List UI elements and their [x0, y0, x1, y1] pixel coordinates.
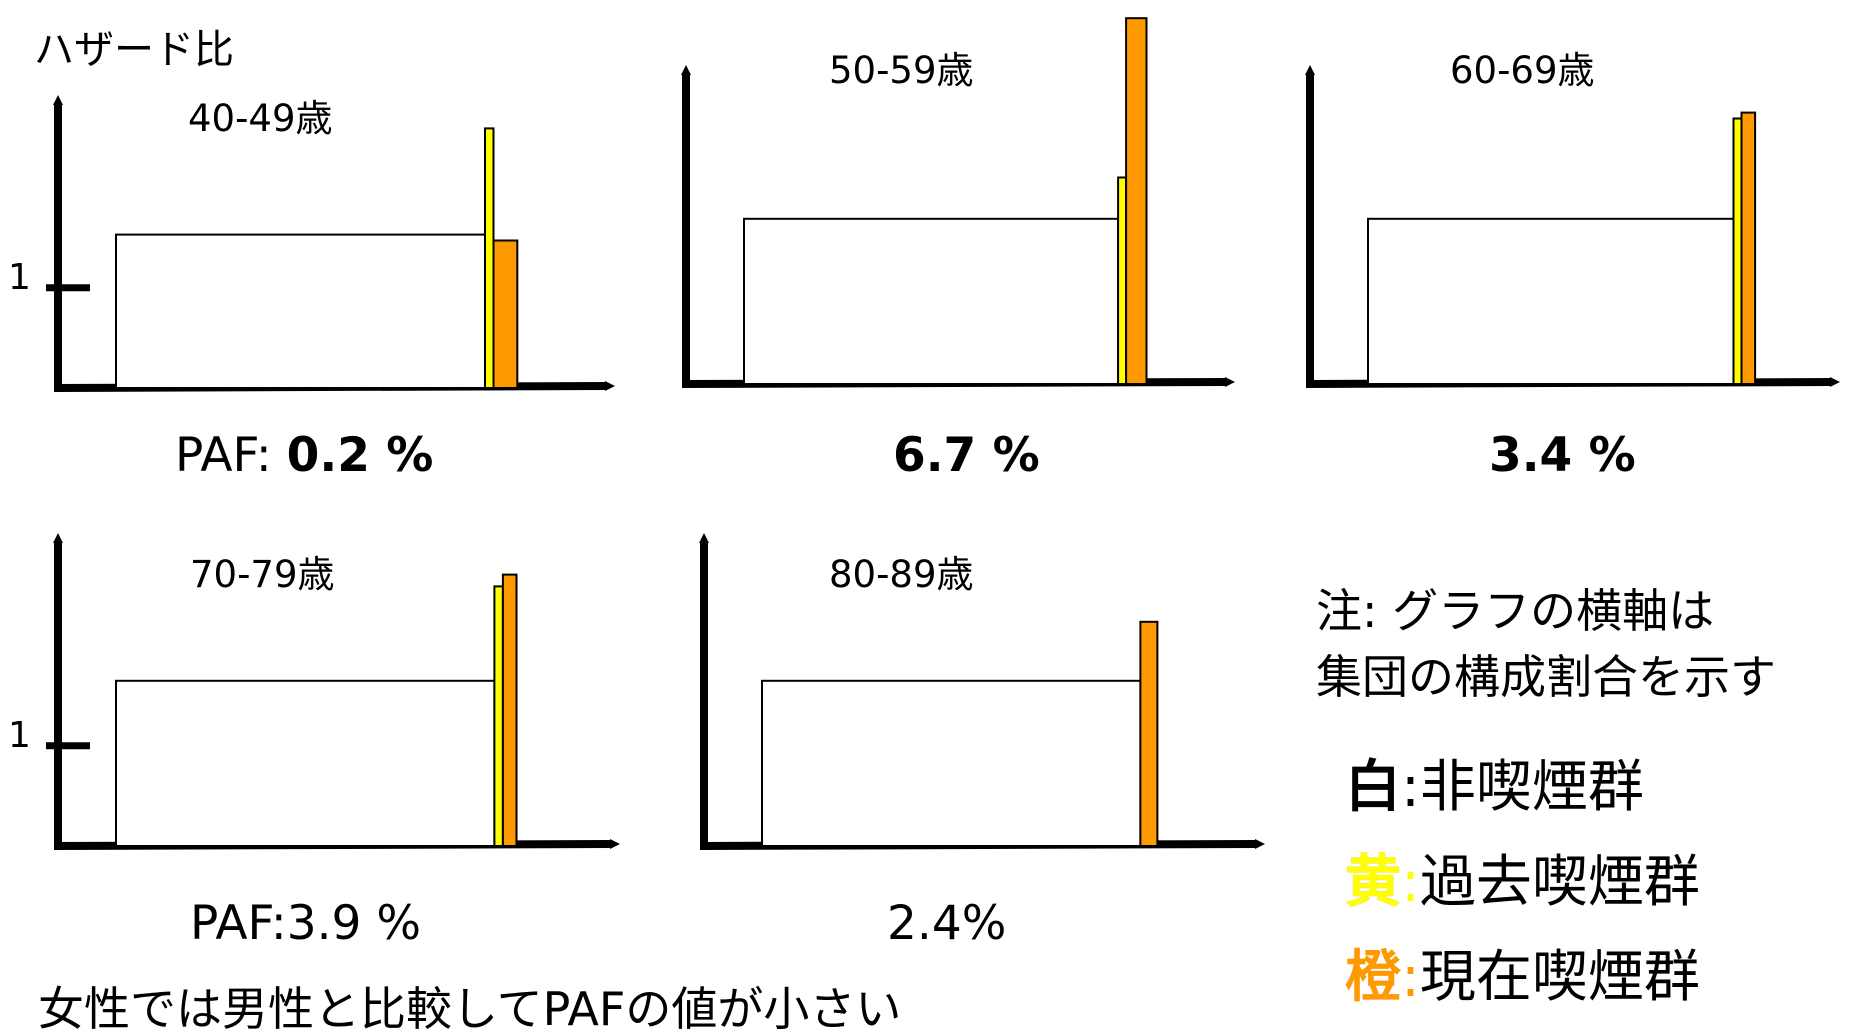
paf-value: 6.7 % [893, 428, 1040, 483]
chart-panel [46, 95, 615, 392]
legend-item-current: 橙:現在喫煙群 [1345, 950, 1700, 1006]
bar-former-smoker [1117, 176, 1128, 385]
legend-item-former: 黄:過去喫煙群 [1345, 855, 1700, 911]
note-line-1: 注: グラフの横軸は [1316, 584, 1715, 638]
legend-separator: : [1401, 755, 1420, 820]
panel-title-80-89: 80-89歳 [829, 553, 974, 596]
y-tick-label-bottom: 1 [8, 715, 31, 756]
paf-prefix: PAF: [175, 428, 287, 483]
paf-label-50-59: 6.7 % [893, 432, 1040, 479]
bar-current-smoker [501, 573, 518, 847]
panel-title-60-69: 60-69歳 [1450, 49, 1595, 92]
chart-panel [1305, 65, 1840, 388]
chart-panel [46, 533, 620, 850]
paf-label-60-69: 3.4 % [1489, 432, 1636, 479]
bar-nonsmoker [743, 217, 1120, 385]
bar-nonsmoker [115, 679, 496, 847]
bar-former-smoker [1732, 117, 1743, 385]
bar-current-smoker [1139, 620, 1159, 847]
chart-panel [681, 17, 1235, 388]
legend-key-orange: 橙 [1345, 945, 1401, 1010]
legend-label: 現在喫煙群 [1419, 945, 1700, 1010]
legend-separator: : [1401, 945, 1420, 1010]
paf-label-40-49: PAF: 0.2 % [175, 432, 433, 479]
bar-nonsmoker [761, 679, 1142, 847]
panel-title-40-49: 40-49歳 [188, 97, 333, 140]
legend-label: 過去喫煙群 [1419, 850, 1700, 915]
paf-value: 3.4 % [1489, 428, 1636, 483]
y-tick-label-top: 1 [8, 257, 31, 298]
bar-nonsmoker [1367, 217, 1735, 385]
legend-key-white: 白 [1345, 755, 1401, 820]
chart-panel [699, 533, 1265, 850]
note-line-2: 集団の構成割合を示す [1316, 650, 1776, 704]
bar-current-smoker [1125, 17, 1148, 385]
y-axis-label: ハザード比 [34, 27, 234, 73]
bar-former-smoker [484, 127, 495, 389]
chart-panels [46, 17, 1840, 850]
paf-label-70-79: PAF:3.9 % [190, 896, 422, 951]
bar-current-smoker [1740, 111, 1757, 385]
legend-item-nonsmoker: 白:非喫煙群 [1345, 760, 1644, 816]
footer-note: 女性では男性と比較してPAFの値が小さい [38, 982, 902, 1036]
legend-label: 非喫煙群 [1419, 755, 1644, 820]
bar-nonsmoker [115, 233, 486, 389]
bar-former-smoker [493, 585, 504, 848]
panel-title-70-79: 70-79歳 [190, 553, 335, 596]
bar-current-smoker [492, 239, 519, 389]
legend-separator: : [1401, 850, 1420, 915]
paf-label-80-89: 2.4% [887, 896, 1007, 951]
panel-title-50-59: 50-59歳 [829, 49, 974, 92]
legend-key-yellow: 黄 [1345, 850, 1401, 915]
chart-canvas [46, 17, 1840, 850]
paf-value: 0.2 % [286, 428, 434, 483]
